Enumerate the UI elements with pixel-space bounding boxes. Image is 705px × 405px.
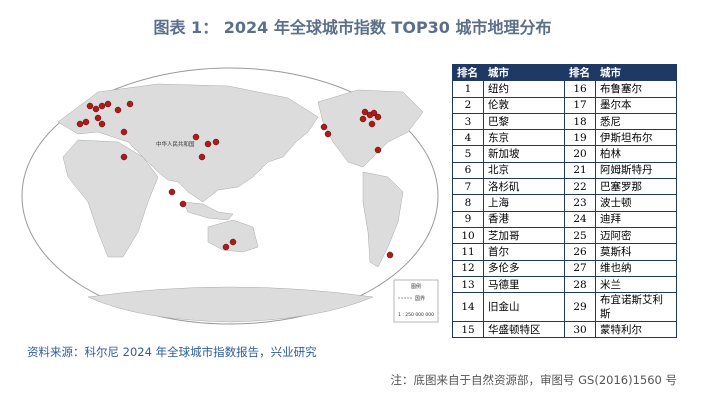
table-row: 7 洛杉矶 22 巴塞罗那 xyxy=(452,178,677,196)
rank-cell: 20 xyxy=(564,145,596,163)
rank-cell: 24 xyxy=(564,210,596,228)
city-cell: 墨尔本 xyxy=(595,96,677,114)
city-cell: 布鲁塞尔 xyxy=(595,80,677,98)
rank-cell: 8 xyxy=(452,194,484,212)
rank-cell: 2 xyxy=(452,96,484,114)
rank-cell: 7 xyxy=(452,178,484,196)
map-legend xyxy=(393,279,439,323)
city-cell: 上海 xyxy=(483,194,565,212)
table-header: 排名 城市 排名 城市 xyxy=(452,63,677,82)
rank-cell: 16 xyxy=(564,80,596,98)
city-cell: 华盛顿特区 xyxy=(483,321,565,339)
city-cell: 莫斯科 xyxy=(595,243,677,261)
rank-cell: 19 xyxy=(564,129,596,147)
rank-cell: 25 xyxy=(564,226,596,245)
legend-title: 图例 xyxy=(411,283,421,290)
source: 资料来源：科尔尼 2024 年全球城市指数报告，兴业研究 xyxy=(27,345,317,359)
table-row: 5 新加坡 20 柏林 xyxy=(452,145,677,163)
city-cell: 旧金山 xyxy=(483,292,565,323)
rank-cell: 17 xyxy=(564,96,596,114)
city-cell: 纽约 xyxy=(483,80,565,98)
table-row: 1 纽约 16 布鲁塞尔 xyxy=(452,80,677,98)
table-row: 11 首尔 26 莫斯科 xyxy=(452,243,677,261)
table-row: 13 马德里 28 米兰 xyxy=(452,275,677,294)
city-cell: 迈阿密 xyxy=(595,226,677,245)
header-cell: 城市 xyxy=(483,63,565,82)
legend-item: 国界 xyxy=(415,296,425,302)
rank-cell: 15 xyxy=(452,321,484,339)
header-cell: 排名 xyxy=(452,63,484,82)
city-cell: 芝加哥 xyxy=(483,226,565,245)
city-cell: 柏林 xyxy=(595,145,677,163)
city-cell: 马德里 xyxy=(483,275,565,294)
rank-cell: 22 xyxy=(564,178,596,196)
city-cell: 新加坡 xyxy=(483,145,565,163)
table-row: 15 华盛顿特区 30 蒙特利尔 xyxy=(452,321,677,339)
table-row: 9 香港 24 迪拜 xyxy=(452,210,677,228)
rank-cell: 13 xyxy=(452,275,484,294)
note: 注：底图来自于自然资源部，审图号 GS(2016)1560 号 xyxy=(390,373,677,387)
rank-cell: 18 xyxy=(564,112,596,131)
city-cell: 米兰 xyxy=(595,275,677,294)
city-cell: 巴黎 xyxy=(483,112,565,131)
city-dots xyxy=(76,100,394,259)
city-cell: 布宜诺斯艾利斯 xyxy=(595,292,677,323)
header-cell: 城市 xyxy=(595,63,677,82)
city-cell: 伦敦 xyxy=(483,96,565,114)
city-cell: 维也纳 xyxy=(595,259,677,277)
world-map: 中华人民共和国 图例 国界 1 : 250 000 000 xyxy=(21,67,439,325)
rank-cell: 6 xyxy=(452,161,484,180)
land xyxy=(57,83,424,323)
table-row: 4 东京 19 伊斯坦布尔 xyxy=(452,129,677,147)
city-cell: 北京 xyxy=(483,161,565,180)
city-cell: 伊斯坦布尔 xyxy=(595,129,677,147)
city-cell: 悉尼 xyxy=(595,112,677,131)
rank-cell: 10 xyxy=(452,226,484,245)
rank-cell: 1 xyxy=(452,80,484,98)
rank-cell: 28 xyxy=(564,275,596,294)
rank-cell: 21 xyxy=(564,161,596,180)
city-cell: 阿姆斯特丹 xyxy=(595,161,677,180)
table-row: 3 巴黎 18 悉尼 xyxy=(452,112,677,131)
rank-cell: 26 xyxy=(564,243,596,261)
rank-cell: 14 xyxy=(452,292,484,323)
table-row: 10 芝加哥 25 迈阿密 xyxy=(452,226,677,245)
table-row: 2 伦敦 17 墨尔本 xyxy=(452,96,677,114)
ranking-table: 排名 城市 排名 城市 1 纽约 16 布鲁塞尔 2 伦敦 17 墨尔本 3 巴黎 18 悉尼 4 东京 19 伊斯… xyxy=(452,63,677,339)
city-cell: 多伦多 xyxy=(483,259,565,277)
rank-cell: 11 xyxy=(452,243,484,261)
city-cell: 东京 xyxy=(483,129,565,147)
city-cell: 洛杉矶 xyxy=(483,178,565,196)
rank-cell: 23 xyxy=(564,194,596,212)
table-body: 1 纽约 16 布鲁塞尔 2 伦敦 17 墨尔本 3 巴黎 18 悉尼 4 东京 19 伊斯坦布尔 5 新加坡 20… xyxy=(452,80,677,339)
map-scale: 1 : 250 000 000 xyxy=(398,312,434,318)
city-cell: 首尔 xyxy=(483,243,565,261)
rank-cell: 9 xyxy=(452,210,484,228)
city-cell: 波士顿 xyxy=(595,194,677,212)
city-cell: 迪拜 xyxy=(595,210,677,228)
header-cell: 排名 xyxy=(564,63,596,82)
rank-cell: 12 xyxy=(452,259,484,277)
city-cell: 蒙特利尔 xyxy=(595,321,677,339)
rank-cell: 27 xyxy=(564,259,596,277)
table-row: 12 多伦多 27 维也纳 xyxy=(452,259,677,277)
rank-cell: 3 xyxy=(452,112,484,131)
map-label: 中华人民共和国 xyxy=(156,140,195,148)
table-row: 8 上海 23 波士顿 xyxy=(452,194,677,212)
table-row: 14 旧金山 29 布宜诺斯艾利斯 xyxy=(452,292,677,323)
rank-cell: 4 xyxy=(452,129,484,147)
rank-cell: 30 xyxy=(564,321,596,339)
city-cell: 香港 xyxy=(483,210,565,228)
title: 图表 1： 2024 年全球城市指数 TOP30 城市地理分布 xyxy=(153,18,552,37)
table-row: 6 北京 21 阿姆斯特丹 xyxy=(452,161,677,180)
city-cell: 巴塞罗那 xyxy=(595,178,677,196)
rank-cell: 5 xyxy=(452,145,484,163)
rank-cell: 29 xyxy=(564,292,596,323)
